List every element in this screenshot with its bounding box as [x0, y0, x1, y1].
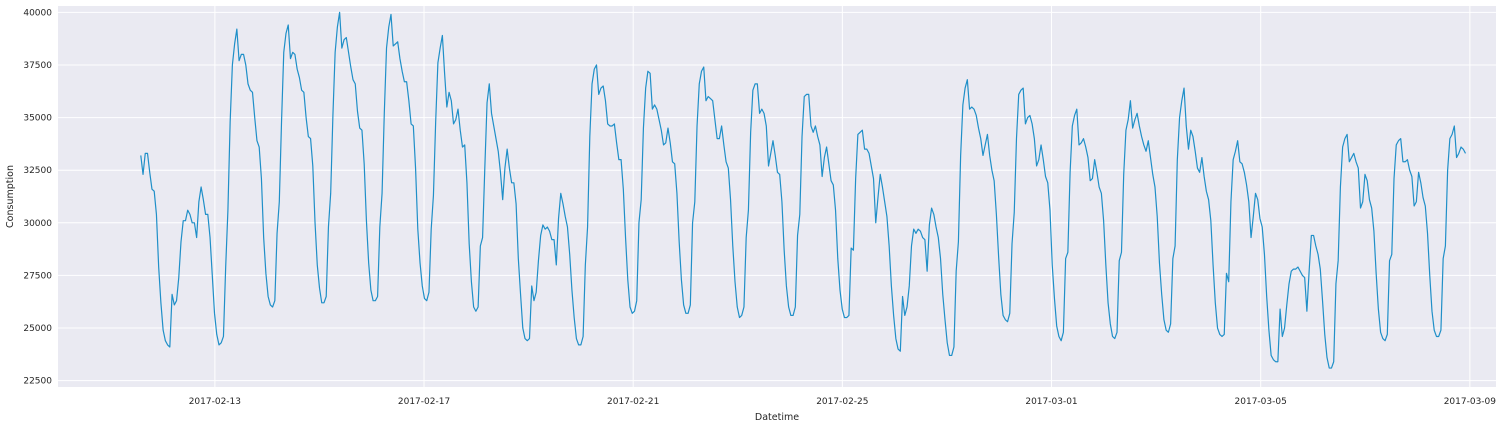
y-axis-title: Consumption [5, 165, 16, 228]
y-tick-label: 40000 [23, 8, 52, 18]
x-tick-label: 2017-03-09 [1444, 397, 1497, 407]
x-tick-label: 2017-02-25 [816, 397, 868, 407]
y-tick-labels: 22500 25000 27500 30000 32500 35000 37500 40000 [23, 8, 52, 386]
y-tick-label: 27500 [23, 271, 52, 281]
y-tick-label: 32500 [23, 166, 52, 176]
x-tick-label: 2017-03-01 [1025, 397, 1077, 407]
series-line [140, 11, 1467, 369]
y-tick-label: 37500 [23, 61, 52, 71]
y-tick-label: 25000 [23, 324, 52, 334]
y-tick-label: 30000 [23, 219, 52, 229]
y-tick-label: 35000 [23, 114, 52, 124]
series-layer [140, 11, 1467, 369]
y-tick-label: 22500 [23, 377, 52, 387]
x-tick-labels: 2017-02-13 2017-02-17 2017-02-21 2017-02-25… [189, 397, 1497, 407]
plot-area [58, 6, 1496, 387]
x-tick-label: 2017-02-13 [189, 397, 241, 407]
x-tick-label: 2017-02-21 [607, 397, 659, 407]
x-tick-label: 2017-03-05 [1235, 397, 1287, 407]
x-tick-label: 2017-02-17 [398, 397, 450, 407]
x-axis-title: Datetime [755, 412, 799, 423]
